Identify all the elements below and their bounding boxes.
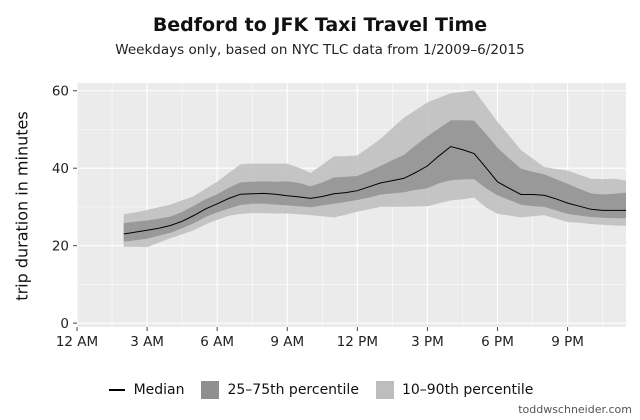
y-tick-label: 0: [60, 316, 69, 332]
legend-key-p10-90: [375, 380, 395, 400]
legend-key-median: [107, 380, 127, 400]
x-tick-label: 9 AM: [270, 334, 304, 350]
legend-item-iqr: 25–75th percentile: [200, 380, 359, 400]
legend-item-p10-90: 10–90th percentile: [375, 380, 533, 400]
legend-label-iqr: 25–75th percentile: [227, 382, 359, 398]
x-tick-label: 12 PM: [337, 334, 378, 350]
x-tick-label: 6 AM: [200, 334, 234, 350]
x-tick-label: 6 PM: [481, 334, 514, 350]
x-tick-label: 3 AM: [130, 334, 164, 350]
legend-item-median: Median: [107, 380, 185, 400]
legend-p10-90-swatch: [375, 381, 394, 399]
legend-line-swatch: [108, 389, 125, 391]
y-tick-label: 60: [52, 84, 69, 100]
legend-iqr-swatch: [201, 381, 220, 399]
legend-label-p10-90: 10–90th percentile: [401, 382, 534, 398]
legend-key-iqr: [200, 380, 220, 400]
chart-title: Bedford to JFK Taxi Travel Time: [152, 14, 488, 36]
chart-subtitle: Weekdays only, based on NYC TLC data fro…: [115, 42, 525, 58]
source-credit: toddwschneider.com: [518, 403, 632, 416]
median-line: [123, 145, 626, 235]
x-tick-label: 3 PM: [411, 334, 444, 350]
y-tick-label: 40: [52, 161, 69, 177]
band-25-75th-percentile: [123, 120, 626, 242]
legend: Median 25–75th percentile 10–90th percen…: [0, 380, 640, 400]
x-tick-label: 12 AM: [56, 334, 98, 350]
y-tick-label: 20: [52, 239, 69, 255]
x-tick-label: 9 PM: [551, 334, 584, 350]
legend-label-median: Median: [133, 382, 185, 398]
